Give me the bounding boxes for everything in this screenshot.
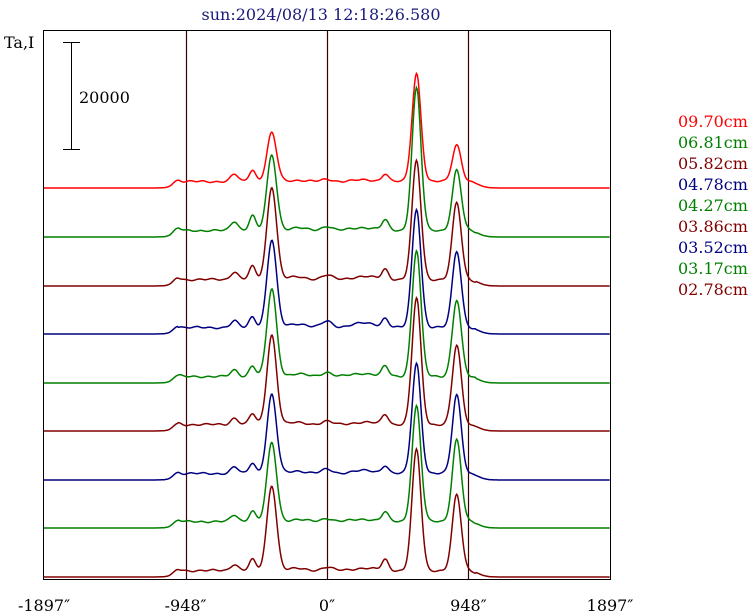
series-line-02.78cm: [44, 446, 610, 578]
series-line-09.70cm: [44, 71, 610, 189]
legend-entry-2: 05.82cm: [678, 154, 748, 173]
legend: 09.70cm 06.81cm 05.82cm 04.78cm 04.27cm 03.86…: [678, 112, 748, 299]
series-layer: [44, 71, 610, 578]
chart-title: sun:2024/08/13 12:18:26.580: [202, 5, 441, 24]
legend-entry-1: 06.81cm: [678, 133, 748, 152]
series-line-03.52cm: [44, 361, 610, 481]
series-line-06.81cm: [44, 85, 610, 238]
x-tick-label-0: -1897″: [18, 596, 70, 614]
x-tick-label-1: -948″: [165, 596, 207, 614]
series-line-04.78cm: [44, 207, 610, 335]
series-line-03.17cm: [44, 403, 610, 529]
scale-bar-label: 20000: [79, 88, 130, 107]
vertical-markers: [185, 31, 470, 579]
scale-bar: 20000: [63, 42, 130, 150]
x-tick-labels: -1897″ -948″ 0″ 948″ 1897″: [18, 596, 633, 614]
legend-entry-4: 04.27cm: [678, 196, 748, 215]
y-axis-label: Ta,I: [4, 33, 34, 52]
x-tick-label-2: 0″: [319, 596, 335, 614]
legend-entry-7: 03.17cm: [678, 259, 748, 278]
legend-entry-3: 04.78cm: [678, 175, 748, 194]
x-tick-label-3: 948″: [450, 596, 487, 614]
series-line-05.82cm: [44, 158, 610, 287]
x-tick-label-4: 1897″: [587, 596, 634, 614]
series-line-03.86cm: [44, 296, 610, 432]
legend-entry-6: 03.52cm: [678, 238, 748, 257]
legend-entry-8: 02.78cm: [678, 280, 748, 299]
series-line-04.27cm: [44, 248, 610, 384]
legend-entry-5: 03.86cm: [678, 217, 748, 236]
legend-entry-0: 09.70cm: [678, 112, 748, 131]
